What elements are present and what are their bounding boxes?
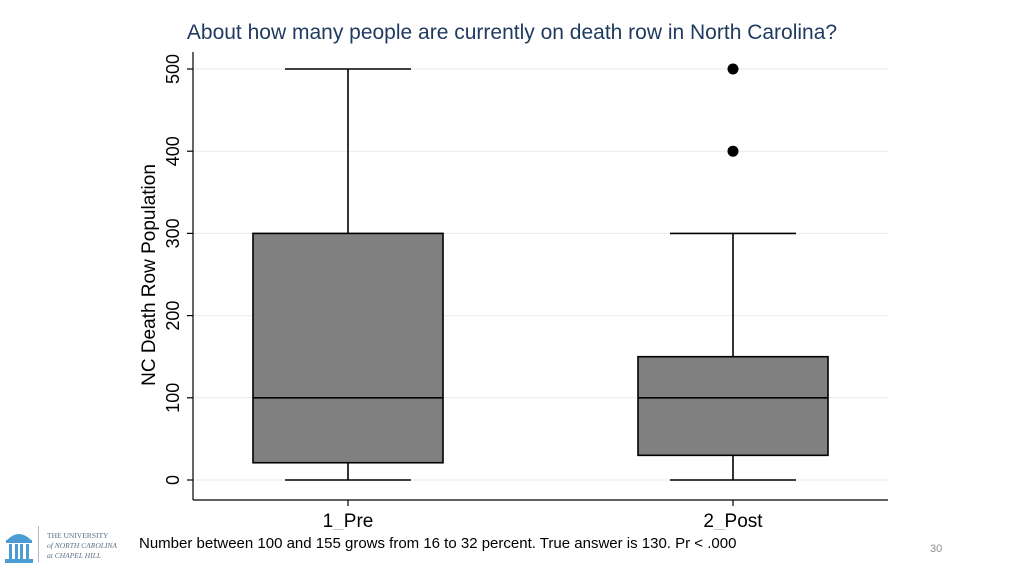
university-logo: THE UNIVERSITY of NORTH CAROLINA at CHAP…: [0, 522, 118, 566]
box-1-pre: [252, 232, 444, 464]
axis-labels: NC Death Row Population 0 100 200 300 400 500…: [139, 54, 763, 530]
outlier-point-2-post-500: [727, 63, 739, 75]
logo-divider: [38, 526, 39, 562]
outlier-point-2-post-400: [727, 145, 739, 157]
logo-line-1: THE UNIVERSITY: [47, 531, 109, 540]
chart-title: About how many people are currently on d…: [186, 21, 838, 44]
slide-number: 30: [930, 543, 943, 555]
y-tick-label-200: 200: [163, 301, 183, 331]
y-tick-label-300: 300: [163, 218, 183, 248]
y-tick-label-400: 400: [163, 136, 183, 166]
old-well-icon: [5, 534, 33, 563]
y-tick-label-0: 0: [163, 475, 183, 485]
slide-footnote: Number between 100 and 155 grows from 16…: [139, 535, 737, 552]
x-tick-label-1-pre: 1_Pre: [323, 511, 374, 530]
y-tick-label-100: 100: [163, 383, 183, 413]
logo-line-2: of NORTH CAROLINA: [47, 541, 118, 550]
y-tick-label-500: 500: [163, 54, 183, 84]
axes: [187, 52, 888, 506]
box-2-post: [637, 355, 829, 457]
logo-line-3: at CHAPEL HILL: [47, 551, 102, 560]
logo-wordmark: THE UNIVERSITY of NORTH CAROLINA at CHAP…: [47, 531, 117, 561]
box-plot-chart: NC Death Row Population 0 100 200 300 400 500…: [139, 52, 888, 530]
y-axis-title: NC Death Row Population: [139, 164, 160, 386]
x-tick-label-2-post: 2_Post: [703, 511, 763, 530]
boxes: [252, 63, 829, 481]
